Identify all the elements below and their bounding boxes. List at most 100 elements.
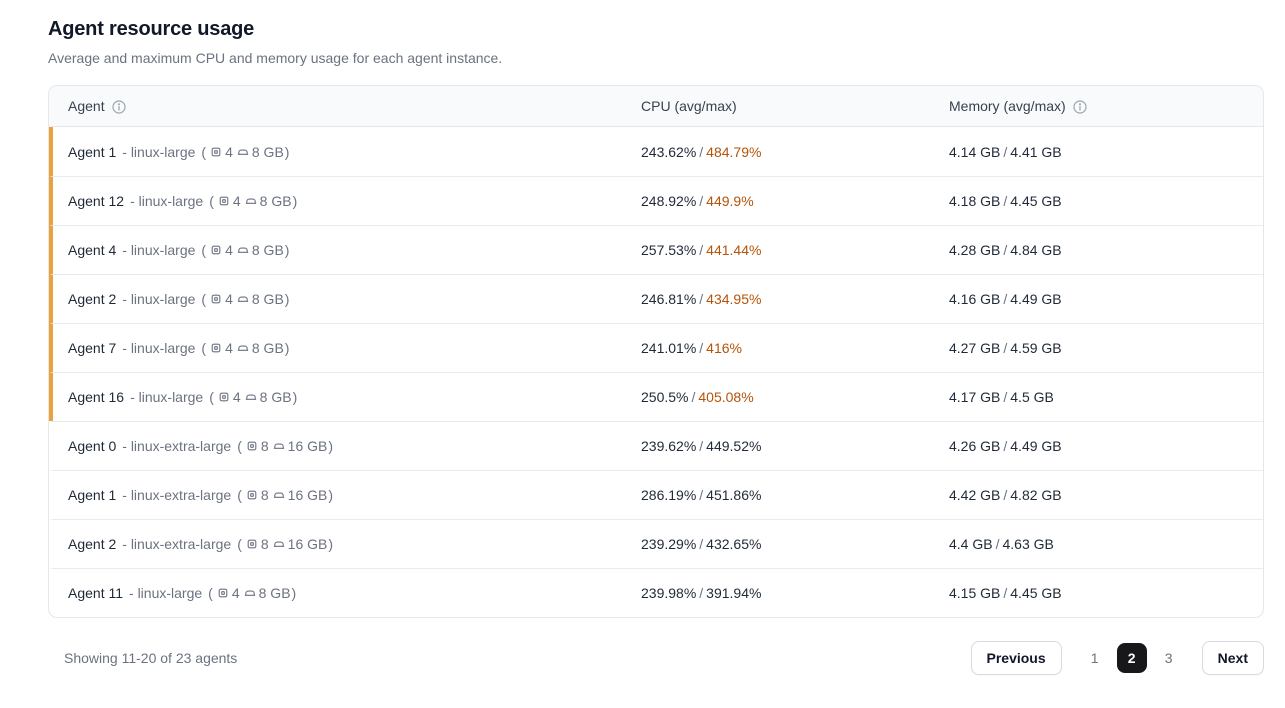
- memory-avg-value: 4.4 GB: [949, 536, 993, 552]
- memory-icon: [237, 342, 249, 354]
- agent-spec: (4 8 GB): [208, 585, 296, 601]
- page-2-button-active[interactable]: 2: [1116, 643, 1147, 673]
- agent-name: Agent 12: [68, 193, 125, 209]
- agent-cell: Agent 7 - linux-large (4 8 GB): [53, 340, 641, 356]
- memory-icon: [244, 587, 256, 599]
- memory-max-value: 4.49 GB: [1010, 291, 1062, 307]
- value-separator: /: [1003, 291, 1008, 307]
- memory-max-value: 4.45 GB: [1010, 585, 1062, 601]
- agent-name: Agent 4: [68, 242, 117, 258]
- page-1-button[interactable]: 1: [1080, 643, 1110, 673]
- memory-icon: [237, 293, 249, 305]
- spec-open-paren: (: [209, 193, 214, 209]
- agent-cpu-count: 8: [260, 487, 269, 503]
- cpu-max-value: 449.52%: [706, 438, 762, 454]
- agent-cell: Agent 12 - linux-large (4 8 GB): [53, 193, 641, 209]
- agent-name: Agent 1: [68, 487, 117, 503]
- spec-close-paren: ): [328, 487, 334, 503]
- spec-open-paren: (: [237, 536, 242, 552]
- table-row[interactable]: Agent 1 - linux-extra-large (8 16 GB) 286…: [49, 470, 1263, 519]
- agent-memory-size: 8 GB: [258, 585, 291, 601]
- value-separator: /: [699, 143, 704, 160]
- cpu-max-value: 405.08%: [698, 389, 754, 405]
- cpu-usage-cell: 239.29%/432.65%: [641, 536, 949, 552]
- value-separator: /: [1003, 389, 1008, 405]
- spec-open-paren: (: [201, 143, 207, 160]
- value-separator: /: [1003, 340, 1008, 356]
- agent-instance-type: - linux-extra-large: [122, 536, 232, 552]
- value-separator: /: [1003, 585, 1008, 601]
- memory-max-value: 4.59 GB: [1010, 340, 1062, 356]
- info-icon[interactable]: [1073, 99, 1087, 114]
- agent-spec: (8 16 GB): [237, 487, 333, 503]
- agent-name: Agent 1: [68, 143, 117, 160]
- table-row[interactable]: Agent 11 - linux-large (4 8 GB) 239.98%/3…: [49, 568, 1263, 617]
- memory-usage-cell: 4.42 GB/4.82 GB: [949, 487, 1263, 503]
- value-separator: /: [699, 438, 704, 454]
- cpu-chip-icon: [210, 244, 222, 256]
- agent-name: Agent 11: [68, 585, 124, 601]
- agent-instance-type: - linux-large: [130, 389, 204, 405]
- table-row[interactable]: Agent 7 - linux-large (4 8 GB) 241.01%/41…: [49, 323, 1263, 372]
- agent-instance-type: - linux-large: [122, 340, 196, 356]
- table-row[interactable]: Agent 12 - linux-large (4 8 GB) 248.92%/4…: [49, 176, 1263, 225]
- agent-cpu-count: 4: [225, 143, 233, 160]
- spec-close-paren: ): [284, 340, 290, 356]
- table-row[interactable]: Agent 4 - linux-large (4 8 GB) 257.53%/44…: [49, 225, 1263, 274]
- value-separator: /: [699, 585, 704, 601]
- cpu-avg-value: 246.81%: [641, 291, 697, 307]
- agent-cpu-count: 8: [260, 536, 269, 552]
- memory-avg-value: 4.28 GB: [949, 242, 1001, 258]
- cpu-usage-cell: 243.62%/484.79%: [641, 144, 949, 160]
- value-separator: /: [699, 242, 704, 258]
- agent-memory-size: 8 GB: [259, 193, 292, 209]
- agent-instance-type: - linux-large: [129, 585, 203, 601]
- table-row[interactable]: Agent 2 - linux-large (4 8 GB) 246.81%/43…: [49, 274, 1263, 323]
- memory-avg-value: 4.27 GB: [949, 340, 1001, 356]
- memory-icon: [237, 244, 249, 256]
- next-page-button[interactable]: Next: [1201, 641, 1264, 675]
- cpu-usage-cell: 239.62%/449.52%: [641, 438, 949, 454]
- memory-usage-cell: 4.17 GB/4.5 GB: [949, 389, 1263, 405]
- value-separator: /: [691, 389, 696, 405]
- agent-name: Agent 2: [68, 536, 117, 552]
- cpu-max-value: 441.44%: [706, 242, 762, 258]
- table-row[interactable]: Agent 1 - linux-large (4 8 GB) 243.62%/48…: [49, 127, 1263, 176]
- agent-cell: Agent 1 - linux-large (4 8 GB): [53, 144, 641, 160]
- cpu-max-value: 432.65%: [706, 536, 762, 552]
- cpu-chip-icon: [218, 391, 230, 403]
- memory-max-value: 4.63 GB: [1002, 536, 1054, 552]
- page-3-button[interactable]: 3: [1154, 643, 1184, 673]
- agent-cell: Agent 4 - linux-large (4 8 GB): [53, 242, 641, 258]
- agent-instance-type: - linux-large: [122, 291, 196, 307]
- memory-max-value: 4.49 GB: [1010, 438, 1062, 454]
- memory-icon: [237, 146, 249, 158]
- agent-instance-type: - linux-large: [122, 143, 196, 160]
- agent-spec: (4 8 GB): [201, 144, 289, 160]
- table-row[interactable]: Agent 2 - linux-extra-large (8 16 GB) 239…: [49, 519, 1263, 568]
- spec-close-paren: ): [328, 438, 334, 454]
- cpu-max-value: 449.9%: [706, 193, 754, 209]
- agent-cpu-count: 4: [225, 291, 233, 307]
- agent-spec: (4 8 GB): [201, 340, 289, 356]
- page: Agent resource usage Average and maximum…: [48, 18, 1264, 675]
- page-title: Agent resource usage: [48, 18, 255, 40]
- agent-cpu-count: 4: [225, 242, 233, 258]
- previous-page-button[interactable]: Previous: [970, 641, 1062, 675]
- table-row[interactable]: Agent 16 - linux-large (4 8 GB) 250.5%/40…: [49, 372, 1263, 421]
- cpu-usage-cell: 250.5%/405.08%: [641, 389, 949, 405]
- column-header-agent-label: Agent: [68, 98, 105, 114]
- agent-memory-size: 16 GB: [287, 487, 328, 503]
- value-separator: /: [699, 340, 704, 356]
- table-body: Agent 1 - linux-large (4 8 GB) 243.62%/48…: [49, 127, 1263, 617]
- memory-max-value: 4.45 GB: [1010, 193, 1062, 209]
- memory-usage-cell: 4.16 GB/4.49 GB: [949, 291, 1263, 307]
- spec-open-paren: (: [201, 291, 207, 307]
- cpu-avg-value: 250.5%: [641, 389, 689, 405]
- table-row[interactable]: Agent 0 - linux-extra-large (8 16 GB) 239…: [49, 421, 1263, 470]
- value-separator: /: [995, 536, 1000, 552]
- cpu-max-value: 434.95%: [706, 291, 762, 307]
- agent-cell: Agent 0 - linux-extra-large (8 16 GB): [53, 438, 641, 454]
- info-icon[interactable]: [111, 99, 126, 114]
- agent-memory-size: 8 GB: [251, 242, 284, 258]
